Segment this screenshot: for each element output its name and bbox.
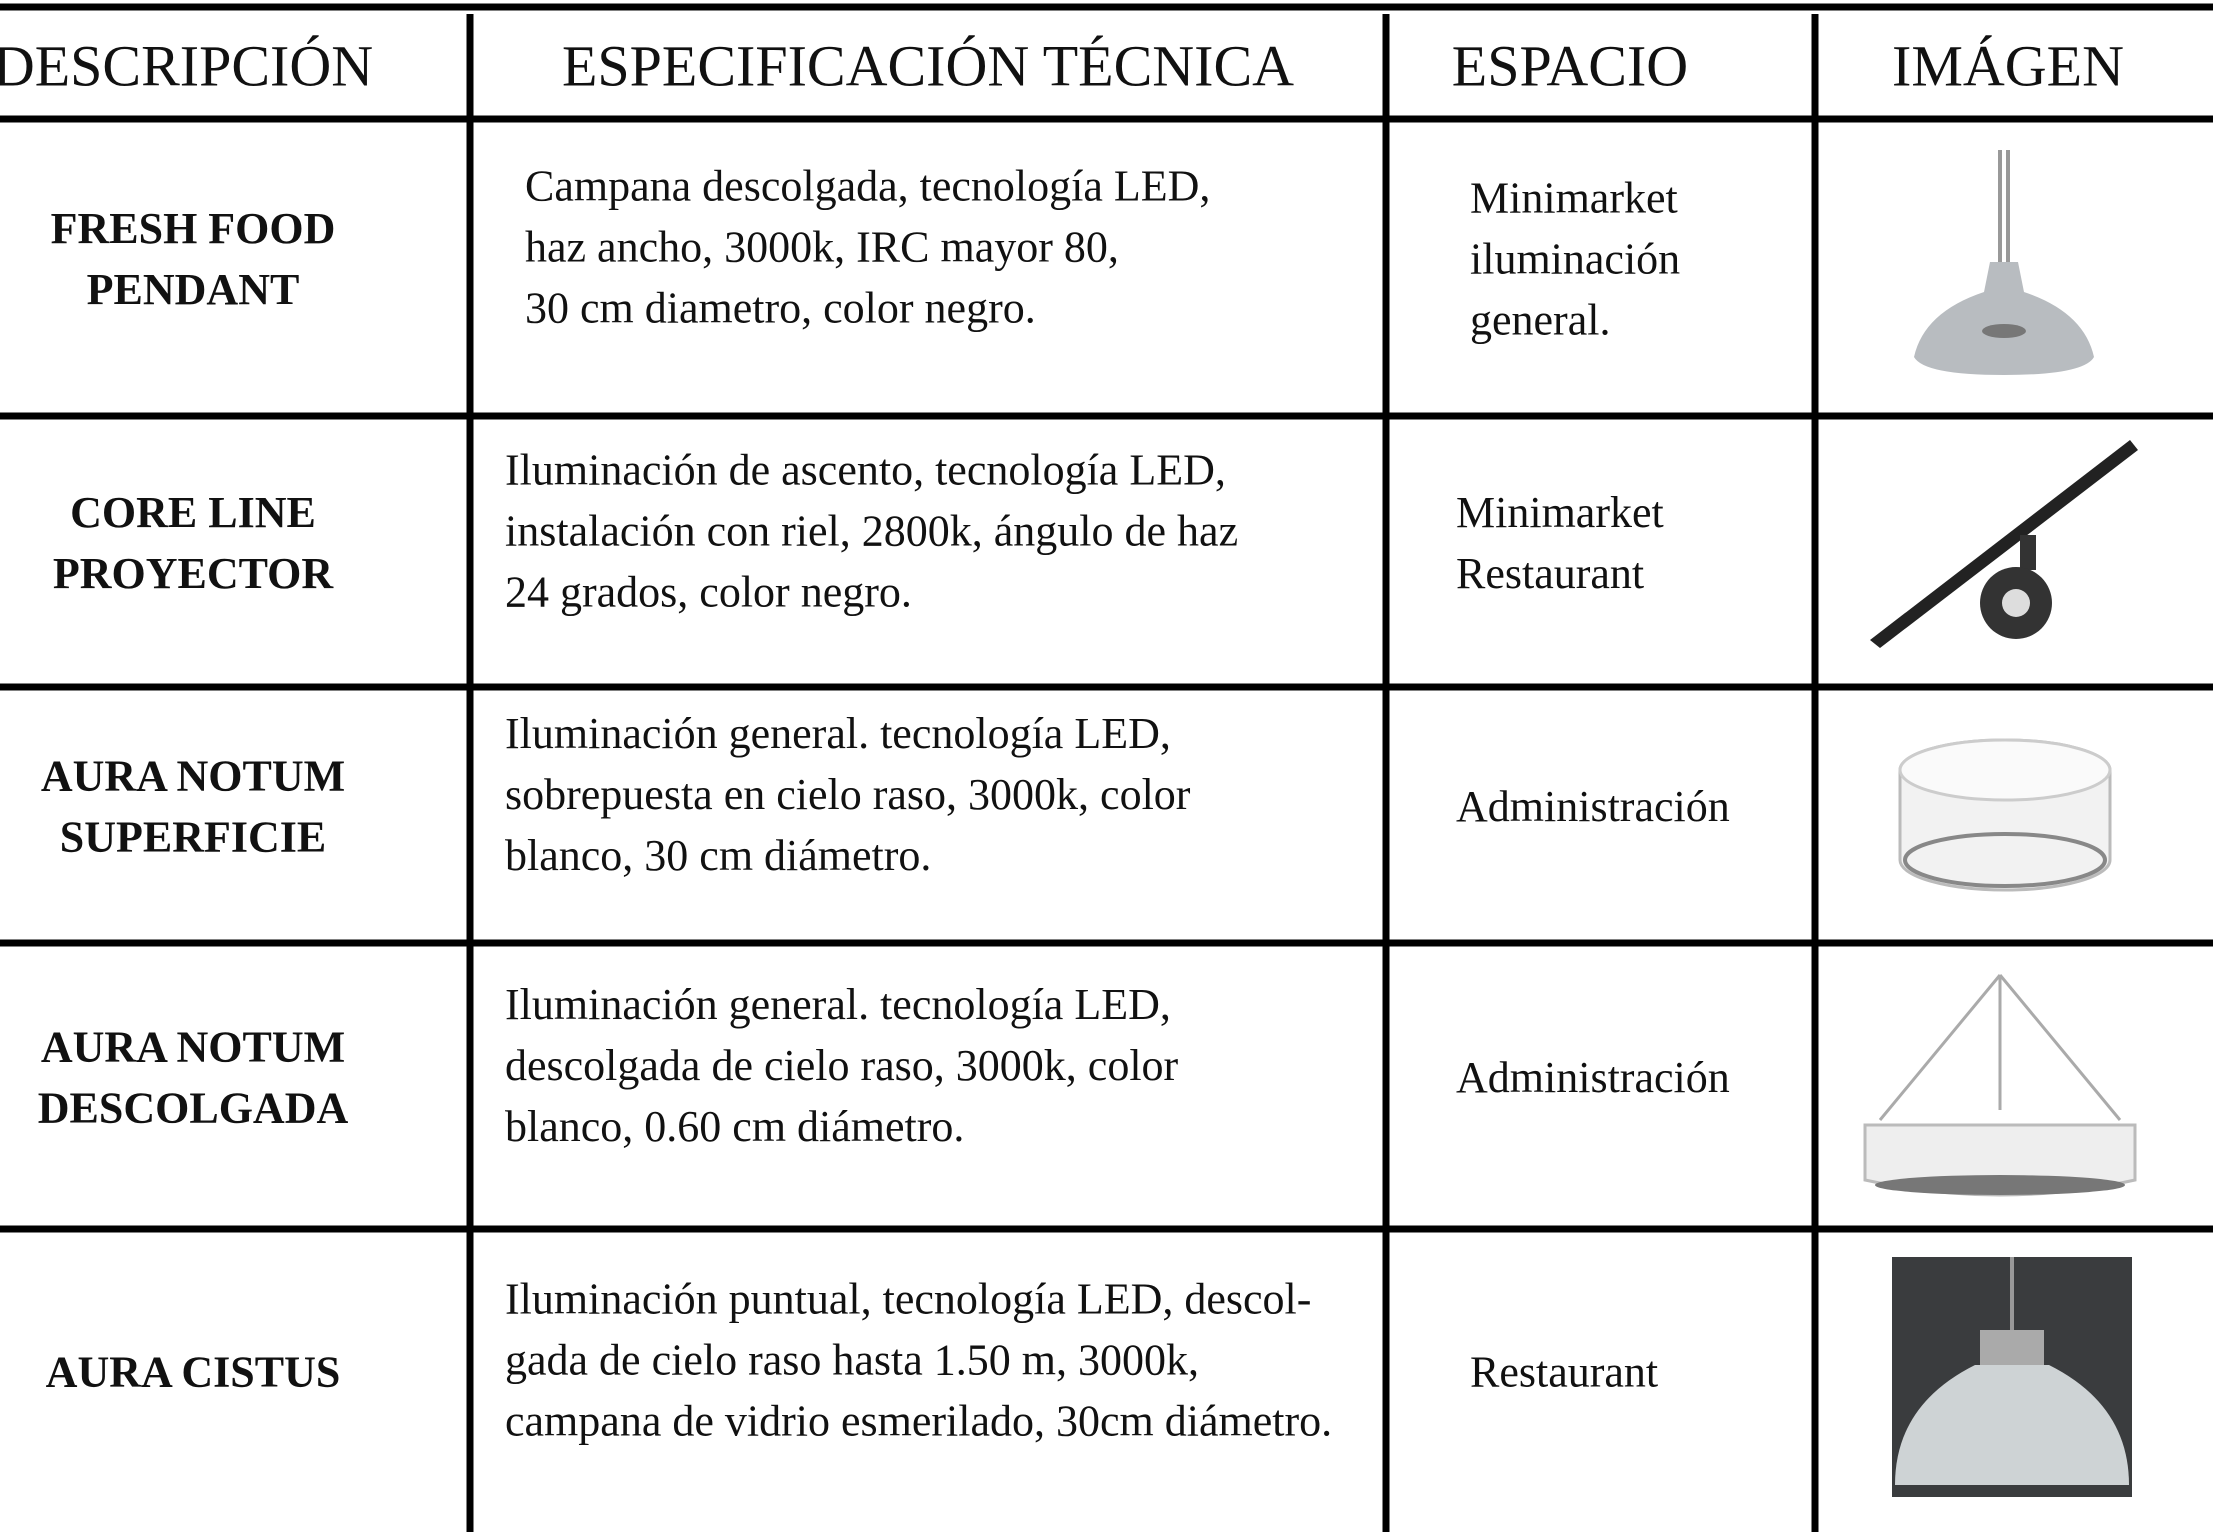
space-name: general. xyxy=(1470,296,1610,345)
space-name: iluminación xyxy=(1470,235,1680,284)
column-header: IMÁGEN xyxy=(1892,33,2124,98)
product-name: CORE LINE xyxy=(70,488,316,537)
technical-spec: 30 cm diametro, color negro. xyxy=(525,284,1036,333)
product-name: AURA CISTUS xyxy=(46,1348,341,1397)
product-name: FRESH FOOD xyxy=(51,204,336,253)
technical-spec: Iluminación de ascento, tecnología LED, xyxy=(505,446,1226,495)
technical-spec: 24 grados, color negro. xyxy=(505,568,912,617)
product-name: SUPERFICIE xyxy=(60,813,327,862)
product-name: PROYECTOR xyxy=(53,549,335,598)
technical-spec: haz ancho, 3000k, IRC mayor 80, xyxy=(525,223,1119,272)
space-name: Restaurant xyxy=(1456,549,1644,598)
space-name: Minimarket xyxy=(1456,488,1664,537)
spotlight-image xyxy=(1870,440,2138,648)
table-text: DESCRIPCIÓN ESPECIFICACIÓN TÉCNICA ESPACIO… xyxy=(0,33,2124,1445)
table-rules xyxy=(0,3,2213,1532)
product-images xyxy=(1863,150,2138,1497)
column-header: DESCRIPCIÓN xyxy=(0,33,373,98)
product-name: AURA NOTUM xyxy=(41,752,345,801)
technical-spec: Campana descolgada, tecnología LED, xyxy=(525,162,1210,211)
suspended-ring-image xyxy=(1863,974,2137,1197)
technical-spec: Iluminación general. tecnología LED, xyxy=(505,709,1171,758)
space-name: Minimarket xyxy=(1470,174,1678,223)
technical-spec: Iluminación puntual, tecnología LED, des… xyxy=(505,1275,1311,1324)
technical-spec: campana de vidrio esmerilado, 30cm diáme… xyxy=(505,1397,1332,1446)
pendant-image xyxy=(1914,150,2094,375)
space-name: Restaurant xyxy=(1470,1348,1658,1397)
technical-spec: blanco, 30 cm diámetro. xyxy=(505,831,931,880)
surface-light-image xyxy=(1898,738,2112,892)
technical-spec: descolgada de cielo raso, 3000k, color xyxy=(505,1041,1179,1090)
product-name: PENDANT xyxy=(87,265,300,314)
technical-spec: blanco, 0.60 cm diámetro. xyxy=(505,1102,964,1151)
technical-spec: instalación con riel, 2800k, ángulo de h… xyxy=(505,507,1238,556)
space-name: Administración xyxy=(1456,782,1730,831)
product-name: DESCOLGADA xyxy=(38,1084,349,1133)
technical-spec: Iluminación general. tecnología LED, xyxy=(505,980,1171,1029)
column-header: ESPECIFICACIÓN TÉCNICA xyxy=(562,33,1294,98)
glass-pendant-image xyxy=(1892,1257,2132,1497)
technical-spec: gada de cielo raso hasta 1.50 m, 3000k, xyxy=(505,1336,1199,1385)
product-name: AURA NOTUM xyxy=(41,1023,345,1072)
column-header: ESPACIO xyxy=(1452,33,1688,98)
technical-spec: sobrepuesta en cielo raso, 3000k, color xyxy=(505,770,1191,819)
space-name: Administración xyxy=(1456,1053,1730,1102)
